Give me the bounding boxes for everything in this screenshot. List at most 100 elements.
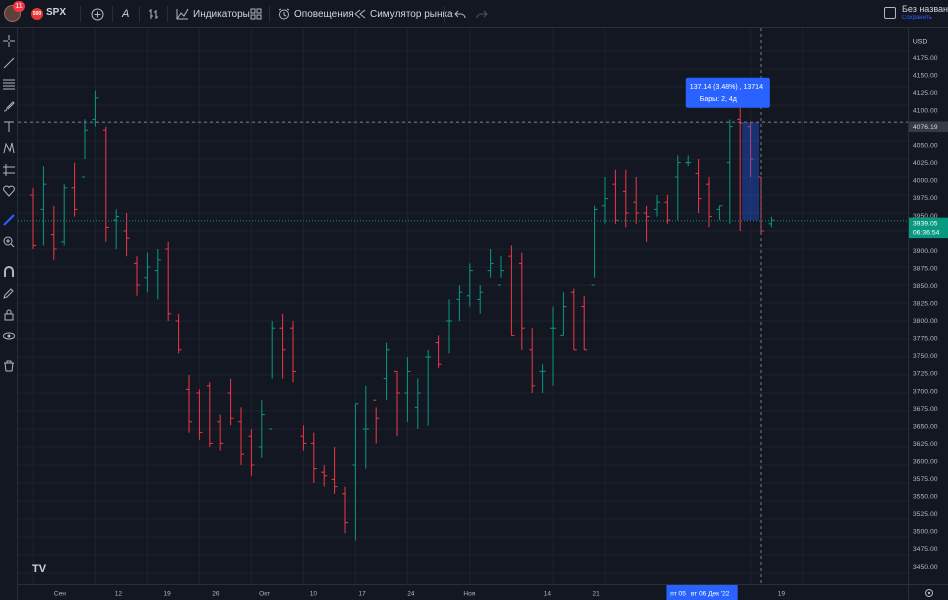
tradingview-logo-icon[interactable]: TV bbox=[32, 563, 47, 575]
time-tick-label: 10 bbox=[310, 590, 318, 597]
ohlc-bar bbox=[134, 256, 140, 296]
chart-grid bbox=[18, 28, 908, 584]
undo-button[interactable] bbox=[454, 4, 466, 24]
layouts-button[interactable] bbox=[250, 4, 262, 24]
ohlc-bar bbox=[498, 256, 504, 286]
price-tick-label: 4175.00 bbox=[913, 55, 938, 62]
ohlc-bar bbox=[685, 155, 692, 167]
ohlc-bar bbox=[227, 378, 234, 426]
timeframe-button[interactable]: А bbox=[122, 8, 130, 20]
brush-tool[interactable] bbox=[2, 99, 16, 113]
lock-icon bbox=[4, 309, 14, 321]
ohlc-bar bbox=[622, 169, 629, 228]
toolbar-divider bbox=[112, 6, 113, 22]
last-price-tag bbox=[909, 217, 948, 239]
crosshair-tool[interactable] bbox=[2, 34, 16, 48]
symbol-logo: 500 bbox=[31, 8, 43, 20]
ohlc-bar bbox=[40, 166, 47, 246]
ohlc-bar bbox=[487, 249, 494, 278]
price-tick-label: 4100.00 bbox=[913, 107, 938, 114]
stay-in-drawing-tool[interactable] bbox=[2, 286, 16, 300]
price-axis[interactable]: USD 4175.004150.004125.004100.004075.004… bbox=[908, 28, 948, 584]
ohlc-bar bbox=[352, 403, 359, 541]
range-start-label: пт 05 bbox=[670, 590, 686, 597]
ohlc-bar bbox=[435, 335, 442, 368]
drawing-toolbar bbox=[0, 28, 18, 600]
replay-button[interactable]: Симулятор рынка bbox=[354, 4, 453, 24]
ohlc-bar bbox=[269, 321, 276, 430]
ohlc-bar bbox=[248, 429, 255, 476]
lock-drawings-tool[interactable] bbox=[2, 308, 16, 322]
last-price-label: 3939.05 bbox=[913, 220, 938, 227]
prediction-tool[interactable] bbox=[2, 163, 16, 177]
currency-label[interactable]: USD bbox=[913, 39, 927, 46]
ohlc-bar bbox=[654, 195, 660, 217]
compare-symbol-button[interactable] bbox=[91, 4, 104, 24]
ohlc-bar bbox=[726, 119, 733, 224]
time-axis[interactable]: Сен121926Окт101724Ноя14211219 пт 05 вт 0… bbox=[18, 584, 908, 600]
ohlc-bar bbox=[196, 389, 203, 440]
ohlc-bar bbox=[581, 295, 588, 351]
ohlc-bar bbox=[92, 90, 99, 127]
ohlc-bar bbox=[373, 399, 380, 444]
text-t-icon bbox=[4, 121, 14, 132]
ruler-tool[interactable] bbox=[2, 213, 16, 227]
zoom-tool[interactable] bbox=[2, 235, 16, 249]
price-tick-label: 3900.00 bbox=[913, 248, 938, 255]
price-tick-label: 3825.00 bbox=[913, 301, 938, 308]
remove-drawings-tool[interactable] bbox=[2, 359, 16, 373]
axis-settings-button[interactable] bbox=[908, 584, 948, 600]
ohlc-bar bbox=[674, 155, 681, 221]
alerts-button[interactable]: Оповещения bbox=[278, 4, 354, 24]
indicators-button[interactable]: Индикаторы bbox=[176, 4, 250, 24]
save-link[interactable]: Сохранить bbox=[902, 15, 932, 21]
magnet-tool[interactable] bbox=[2, 265, 16, 279]
bars-chart-icon bbox=[149, 9, 158, 19]
save-layout-icon[interactable] bbox=[884, 7, 896, 19]
ohlc-bar bbox=[425, 349, 432, 426]
alarm-clock-icon bbox=[278, 8, 290, 20]
price-tick-label: 3525.00 bbox=[913, 511, 938, 518]
price-tick-label: 3600.00 bbox=[913, 458, 938, 465]
ohlc-bar bbox=[175, 313, 182, 354]
shapes-tool[interactable] bbox=[2, 184, 16, 198]
trend-line-tool[interactable] bbox=[2, 56, 16, 70]
ohlc-bar bbox=[612, 169, 619, 224]
ohlc-bar bbox=[539, 364, 546, 393]
fib-tool[interactable] bbox=[2, 77, 16, 91]
pencil-lock-icon bbox=[3, 288, 14, 299]
symbol-search-button[interactable]: SPX bbox=[46, 7, 67, 18]
price-tick-label: 3500.00 bbox=[913, 529, 938, 536]
ohlc-bar bbox=[477, 285, 484, 314]
ohlc-bar bbox=[695, 159, 702, 213]
ohlc-bar bbox=[61, 184, 68, 246]
ohlc-bar bbox=[446, 299, 452, 354]
measure-box bbox=[742, 122, 759, 221]
ohlc-bar bbox=[456, 285, 463, 321]
redo-button[interactable] bbox=[476, 4, 488, 24]
price-tick-label: 3875.00 bbox=[913, 265, 938, 272]
alerts-label: Оповещения bbox=[294, 8, 354, 20]
price-tick-label: 4000.00 bbox=[913, 178, 938, 185]
range-end-label: вт 06 Дек '22 bbox=[691, 590, 730, 597]
ohlc-bar bbox=[123, 213, 130, 257]
pattern-tool[interactable] bbox=[2, 141, 16, 155]
chart-type-button[interactable] bbox=[148, 4, 160, 24]
crosshair-price-tag bbox=[909, 121, 948, 133]
price-tick-label: 3575.00 bbox=[913, 476, 938, 483]
time-tick-label: 19 bbox=[778, 590, 786, 597]
price-chart[interactable]: 137.14 (3.48%) , 13714 Бары: 2, 4д bbox=[18, 28, 908, 584]
measure-overlay: 137.14 (3.48%) , 13714 Бары: 2, 4д bbox=[18, 28, 908, 584]
layout-title[interactable]: Без названия bbox=[902, 4, 948, 14]
toolbar-divider bbox=[80, 6, 81, 22]
text-tool[interactable] bbox=[2, 120, 16, 134]
hide-drawings-tool[interactable] bbox=[2, 329, 16, 343]
ohlc-bar bbox=[591, 205, 598, 286]
time-tick-label: 26 bbox=[212, 590, 220, 597]
gear-icon bbox=[925, 589, 933, 597]
grid-layout-icon bbox=[250, 8, 262, 20]
price-tick-label: 3675.00 bbox=[913, 406, 938, 413]
indicators-icon bbox=[176, 8, 189, 20]
ohlc-bar bbox=[602, 177, 608, 224]
ohlc-bar bbox=[716, 205, 723, 221]
